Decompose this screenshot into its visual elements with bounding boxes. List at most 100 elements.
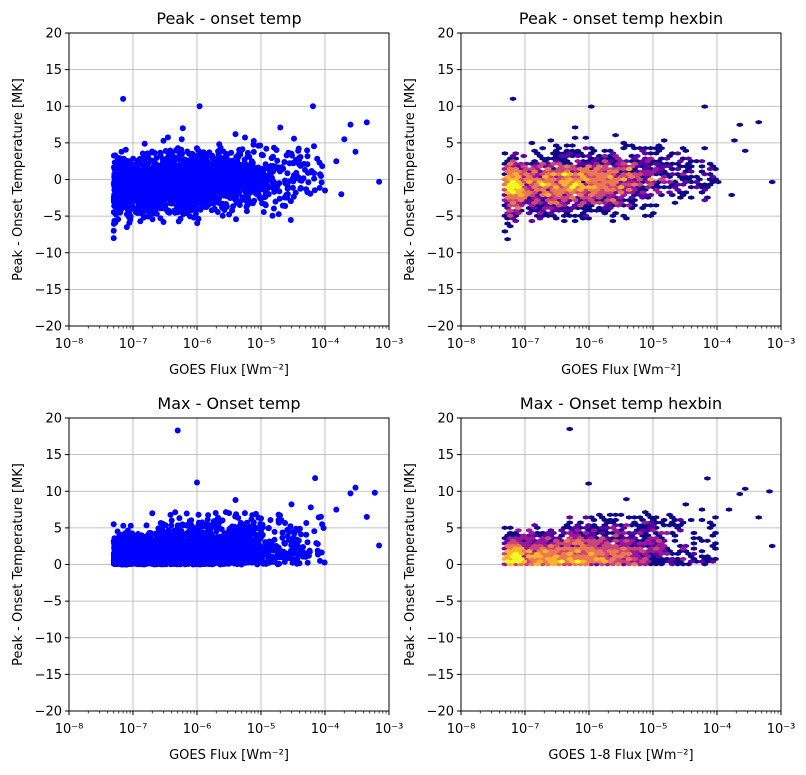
hexbin-cell [582, 135, 590, 140]
scatter-point [211, 182, 218, 189]
hexbin-cell [652, 146, 660, 151]
scatter-point [215, 148, 222, 155]
scatter-point [141, 140, 148, 147]
subplot-title: Peak - onset temp hexbin [519, 9, 723, 28]
scatter-point [209, 155, 216, 162]
scatter-point [235, 165, 242, 172]
hexbin-cell [706, 182, 714, 187]
x-tick-label: 10⁻³ [375, 337, 404, 352]
scatter-point [136, 201, 143, 208]
scatter-point [142, 154, 149, 161]
hexbin-cell [515, 211, 522, 216]
hexbin-cell [688, 185, 695, 190]
scatter-point [179, 150, 185, 157]
hexbin-cell [566, 177, 573, 182]
scatter-point [270, 153, 276, 160]
y-tick-label: 0 [446, 173, 454, 188]
scatter-point [115, 178, 122, 185]
scatter-point [303, 520, 310, 526]
scatter-point [183, 510, 190, 517]
x-tick-label: 10⁻⁴ [311, 337, 340, 352]
y-tick-label: −10 [427, 246, 454, 261]
hexbin-cell [669, 151, 676, 156]
hexbin-cell [588, 192, 595, 198]
hexbin-cell [679, 146, 687, 151]
scatter-point [269, 168, 276, 175]
hexbin-cell [642, 213, 649, 218]
scatter-point [175, 164, 182, 171]
hexbin-cell [553, 185, 560, 190]
hexbin-cell [706, 166, 714, 172]
scatter-point [271, 144, 277, 151]
scatter-point [181, 167, 188, 174]
scatter-point [165, 209, 171, 215]
hexbin-cell [607, 174, 614, 179]
hexbin-cell [674, 151, 681, 156]
scatter-point [295, 147, 302, 154]
subplot-title: Peak - onset temp [156, 9, 301, 28]
scatter-point [195, 147, 202, 154]
hexbin-cell [531, 200, 538, 205]
hexbin-cell [642, 151, 649, 156]
hexbin-cell [728, 192, 735, 198]
hexbin-cell [601, 205, 608, 211]
hexbin-cell [598, 192, 606, 198]
hexbin-cell [625, 203, 633, 208]
x-axis-label: GOES Flux [Wm⁻²] [561, 363, 681, 378]
hexbin-cell [634, 153, 641, 159]
scatter-point [210, 176, 217, 183]
scatter-point [136, 156, 143, 162]
scatter-point [162, 201, 169, 208]
hexbin-cell [577, 166, 584, 172]
scatter-point [209, 196, 215, 203]
hexbin-cell [571, 135, 579, 140]
hexbin-cell [571, 172, 579, 177]
scatter-point [275, 211, 282, 218]
scatter-point [134, 170, 141, 177]
scatter-point [122, 165, 129, 172]
scatter-point [149, 184, 156, 191]
hexbin-cell [685, 156, 692, 161]
scatter-point [250, 148, 257, 155]
hexbin-cell [588, 208, 595, 213]
hexbin-cell [593, 156, 600, 161]
hexbin-cell [666, 164, 673, 169]
hexbin-cell [712, 166, 719, 172]
scatter-point [168, 156, 175, 163]
scatter-point [202, 181, 209, 188]
hexbin-cell [631, 161, 638, 166]
scatter-point [311, 175, 318, 182]
scatter-point [279, 534, 286, 541]
scatter-point [205, 512, 212, 519]
hexbin-cell [561, 203, 568, 208]
scatter-point [307, 190, 314, 197]
hexbin-cell [636, 161, 644, 166]
hexbin-cell [731, 138, 738, 143]
hexbin-cell [593, 172, 600, 177]
hexbin-cell [571, 213, 579, 218]
hexbin-cell [569, 185, 576, 190]
hexbin-cell [658, 156, 665, 161]
hexbin-cell [607, 179, 614, 185]
hexbin-cell [636, 182, 644, 187]
scatter-point [164, 134, 171, 141]
hexbin-cell [647, 192, 654, 198]
scatter-point [305, 179, 312, 186]
scatter-point [322, 187, 328, 194]
scatter-point [111, 159, 118, 166]
hexbin-cell [601, 164, 608, 169]
hexbin-cell [650, 169, 657, 174]
hexbin-cell [698, 164, 706, 169]
scatter-point [274, 561, 281, 568]
hexbin-cell [526, 179, 533, 185]
hexbin-cell [679, 182, 687, 187]
hexbin-cell [620, 166, 627, 172]
scatter-point [264, 164, 271, 171]
scatter-point [127, 199, 134, 206]
hexbin-cell [553, 216, 560, 221]
scatter-point [120, 155, 127, 162]
hexbin-cell [528, 218, 536, 224]
x-tick-label: 10⁻⁷ [511, 337, 540, 352]
